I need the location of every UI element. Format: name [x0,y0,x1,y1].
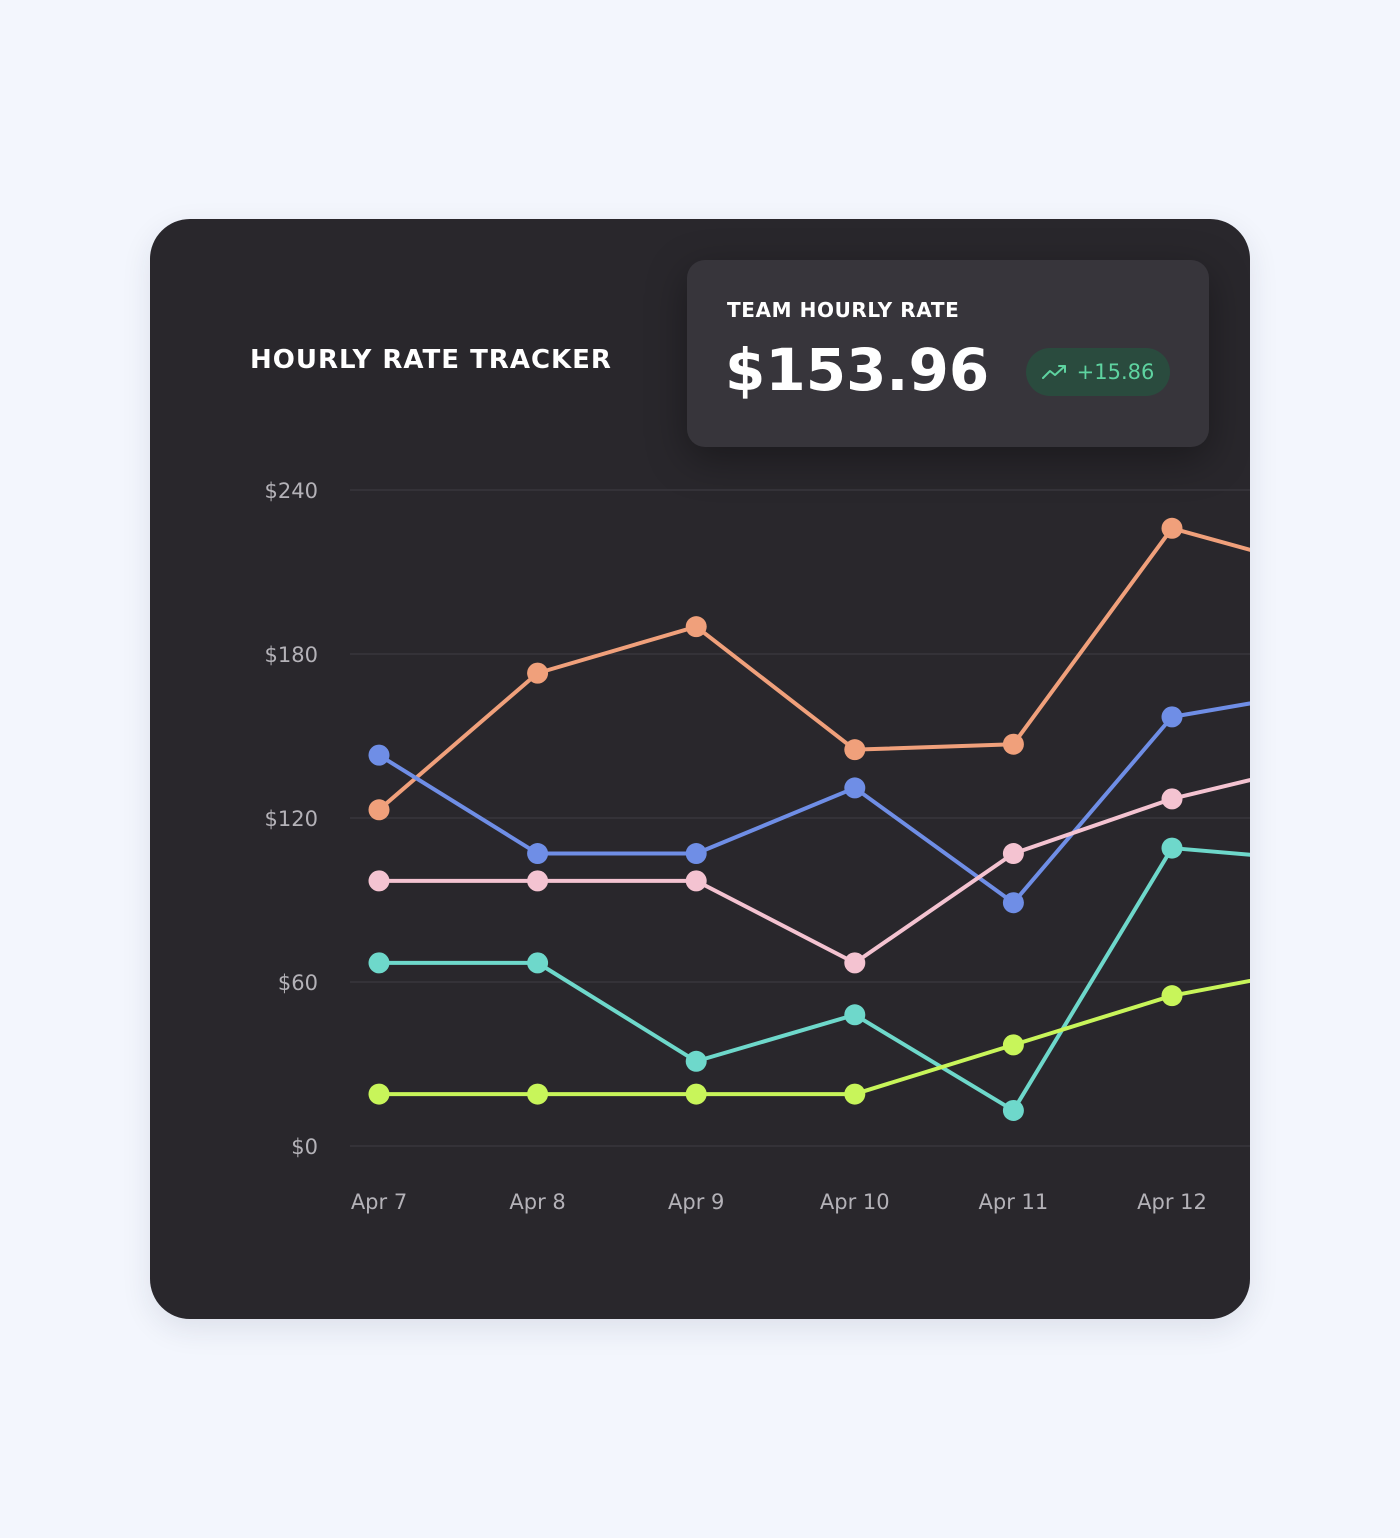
series-2 [368,777,1250,974]
data-point[interactable] [1002,1034,1024,1056]
x-tick-label: Apr 9 [668,1190,724,1214]
data-point[interactable] [1161,985,1183,1007]
x-tick-label: Apr 10 [820,1190,890,1214]
series-1 [368,701,1250,914]
data-point[interactable] [1161,517,1183,539]
series-lines [368,517,1250,1121]
data-point[interactable] [844,777,866,799]
series-line [377,526,1250,812]
data-point[interactable] [527,870,549,892]
data-point[interactable] [1002,843,1024,865]
data-point[interactable] [685,616,707,638]
data-point[interactable] [368,799,390,821]
team-rate-panel: TEAM HOURLY RATE $153.96 +15.86 [687,260,1209,447]
data-point[interactable] [1161,837,1183,859]
y-tick-label: $120 [265,807,318,831]
data-point[interactable] [1161,706,1183,728]
data-point[interactable] [844,1004,866,1026]
chart-title: HOURLY RATE TRACKER [250,345,612,375]
data-point[interactable] [527,843,549,865]
data-point[interactable] [1161,788,1183,810]
data-point[interactable] [685,870,707,892]
rate-change-value: +15.86 [1076,360,1155,384]
x-tick-label: Apr 7 [351,1190,407,1214]
x-tick-label: Apr 8 [509,1190,565,1214]
series-line [377,701,1250,905]
data-point[interactable] [1002,1099,1024,1121]
chart-card: HOURLY RATE TRACKER TEAM HOURLY RATE $15… [150,219,1250,1319]
data-point[interactable] [1002,733,1024,755]
team-rate-value: $153.96 [725,336,990,404]
data-point[interactable] [527,662,549,684]
team-rate-label: TEAM HOURLY RATE [727,298,960,322]
data-point[interactable] [844,739,866,761]
data-point[interactable] [368,744,390,766]
series-4 [368,978,1250,1105]
line-chart: $0 $60 $120 $180 $240 Apr 7 Apr 8 Apr 9 Apr 10 A… [265,479,1250,1214]
grid-lines [350,489,1250,1147]
series-line [377,846,1250,1113]
data-point[interactable] [1002,892,1024,914]
series-0 [368,517,1250,821]
data-point[interactable] [527,952,549,974]
trending-up-icon [1041,364,1068,380]
series-line [377,978,1250,1097]
y-axis-labels: $0 $60 $120 $180 $240 [265,479,318,1159]
y-tick-label: $0 [291,1135,318,1159]
data-point[interactable] [685,843,707,865]
data-point[interactable] [685,1050,707,1072]
x-tick-label: Apr 12 [1137,1190,1207,1214]
rate-change-badge: +15.86 [1026,348,1170,396]
data-point[interactable] [368,870,390,892]
series-3 [368,837,1250,1121]
x-tick-label: Apr 11 [979,1190,1049,1214]
y-tick-label: $180 [265,643,318,667]
y-tick-label: $60 [278,971,318,995]
data-point[interactable] [844,952,866,974]
data-point[interactable] [685,1083,707,1105]
data-point[interactable] [368,952,390,974]
data-point[interactable] [368,1083,390,1105]
data-point[interactable] [844,1083,866,1105]
data-point[interactable] [527,1083,549,1105]
y-tick-label: $240 [265,479,318,503]
